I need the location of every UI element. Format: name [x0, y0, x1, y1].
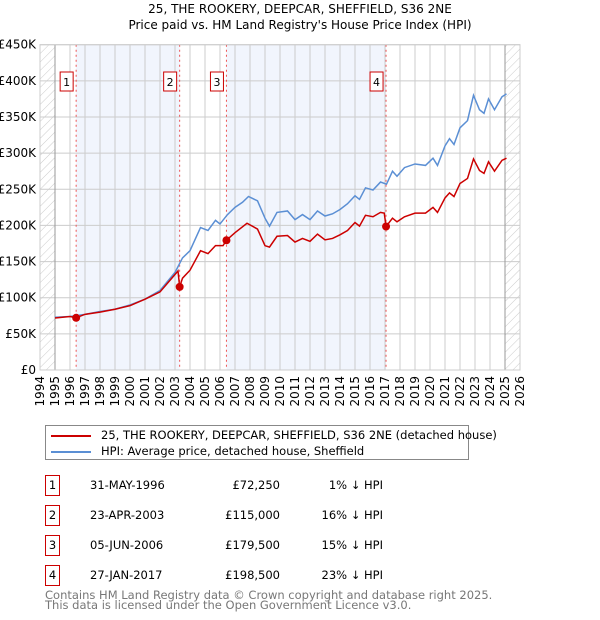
sale-date: 31-MAY-1996 [90, 478, 165, 492]
price-chart: 25, THE ROOKERY, DEEPCAR, SHEFFIELD, S36… [0, 2, 527, 407]
y-tick-label: £100K [0, 291, 37, 305]
sale-label: 2 [167, 76, 174, 89]
y-tick-label: £150K [0, 255, 37, 269]
x-tick-label: 2023 [468, 376, 482, 407]
legend-label: 25, THE ROOKERY, DEEPCAR, SHEFFIELD, S36… [101, 428, 497, 442]
x-tick-label: 2013 [318, 376, 332, 407]
sale-date: 23-APR-2003 [90, 508, 165, 522]
footer-line: Contains HM Land Registry data © Crown c… [45, 588, 493, 602]
plot-border [39, 44, 521, 371]
x-tick-label: 2004 [183, 376, 197, 407]
sale-point [222, 236, 231, 245]
y-tick-label: £300K [0, 146, 37, 160]
sale-label: 1 [63, 76, 70, 89]
x-tick-label: 2009 [258, 376, 272, 407]
sale-point [72, 313, 81, 322]
sale-marker-box: 4 [45, 565, 60, 586]
sale-price: £72,250 [232, 478, 280, 492]
x-tick-label: 2020 [423, 376, 437, 407]
sale-point [382, 222, 391, 231]
y-tick-label: £0 [21, 363, 36, 377]
sale-label-box [163, 71, 178, 92]
x-tick-label: 2002 [153, 376, 167, 407]
y-tick-label: £400K [0, 74, 37, 88]
footer: Contains HM Land Registry data © Crown c… [45, 588, 493, 612]
sale-hpi-diff: 23% ↓ HPI [321, 568, 383, 582]
sale-label-box [59, 71, 74, 92]
sale-label-box [369, 71, 384, 92]
x-tick-label: 2024 [483, 376, 497, 407]
no-data-hatch [505, 44, 520, 370]
chart-subtitle: Price paid vs. HM Land Registry's House … [128, 18, 471, 32]
sale-price: £179,500 [225, 538, 280, 552]
x-tick-label: 1996 [63, 376, 77, 407]
x-tick-label: 2018 [393, 376, 407, 407]
legend-item-property: 25, THE ROOKERY, DEEPCAR, SHEFFIELD, S36… [51, 427, 497, 444]
no-data-hatch [40, 44, 55, 370]
blue-line-swatch [51, 450, 91, 453]
sale-price: £198,500 [225, 568, 280, 582]
chart-title: 25, THE ROOKERY, DEEPCAR, SHEFFIELD, S36… [148, 2, 452, 16]
sale-label: 4 [373, 76, 380, 89]
sale-date: 27-JAN-2017 [90, 568, 163, 582]
x-tick-label: 2016 [363, 376, 377, 407]
x-tick-label: 1998 [93, 376, 107, 407]
x-tick-label: 2026 [513, 376, 527, 407]
hpi-line [54, 92, 507, 318]
y-tick-label: £250K [0, 182, 37, 196]
x-tick-label: 2010 [273, 376, 287, 407]
x-tick-label: 1997 [78, 376, 92, 407]
sale-hpi-diff: 15% ↓ HPI [321, 538, 383, 552]
x-tick-label: 2012 [303, 376, 317, 407]
x-tick-label: 2021 [438, 376, 452, 407]
legend-item-hpi: HPI: Average price, detached house, Shef… [51, 443, 364, 460]
sale-hpi-diff: 1% ↓ HPI [328, 478, 383, 492]
legend-label: HPI: Average price, detached house, Shef… [101, 444, 365, 458]
sale-hpi-diff: 16% ↓ HPI [321, 508, 383, 522]
x-tick-label: 2017 [378, 376, 392, 407]
x-tick-label: 2005 [198, 376, 212, 407]
x-tick-label: 2001 [138, 376, 152, 407]
sale-point [175, 282, 184, 291]
sale-date: 05-JUN-2006 [90, 538, 164, 552]
red-line-swatch [51, 434, 91, 437]
sale-row: 2 23-APR-2003 £115,000 16% ↓ HPI [45, 505, 445, 527]
sale-price: £115,000 [225, 508, 280, 522]
shaded-period [76, 44, 180, 370]
x-tick-label: 2003 [168, 376, 182, 407]
y-tick-label: £450K [0, 38, 37, 52]
x-tick-label: 1995 [48, 376, 62, 407]
sale-marker-box: 2 [45, 505, 60, 526]
sale-row: 3 05-JUN-2006 £179,500 15% ↓ HPI [45, 535, 445, 557]
legend: 25, THE ROOKERY, DEEPCAR, SHEFFIELD, S36… [45, 425, 497, 460]
sale-row: 1 31-MAY-1996 £72,250 1% ↓ HPI [45, 475, 445, 497]
x-tick-label: 2011 [288, 376, 302, 407]
x-tick-label: 2015 [348, 376, 362, 407]
sale-marker-box: 1 [45, 475, 60, 496]
x-tick-label: 2006 [213, 376, 227, 407]
sale-label: 3 [213, 76, 220, 89]
sale-marker-box: 3 [45, 535, 60, 556]
x-tick-label: 2014 [333, 376, 347, 407]
x-tick-label: 2008 [243, 376, 257, 407]
x-tick-label: 1999 [108, 376, 122, 407]
sale-label-box [209, 71, 224, 92]
sale-row: 4 27-JAN-2017 £198,500 23% ↓ HPI [45, 565, 445, 587]
x-tick-label: 2007 [228, 376, 242, 407]
y-tick-label: £50K [5, 327, 37, 341]
x-tick-label: 2019 [408, 376, 422, 407]
x-tick-label: 2000 [123, 376, 137, 407]
shaded-period [226, 44, 387, 370]
y-tick-label: £200K [0, 218, 37, 232]
footer-line: This data is licensed under the Open Gov… [45, 598, 412, 612]
y-tick-label: £350K [0, 110, 37, 124]
property-price-line [54, 156, 507, 319]
x-tick-label: 2025 [498, 376, 512, 407]
x-tick-label: 1994 [33, 376, 47, 407]
x-tick-label: 2022 [453, 376, 467, 407]
